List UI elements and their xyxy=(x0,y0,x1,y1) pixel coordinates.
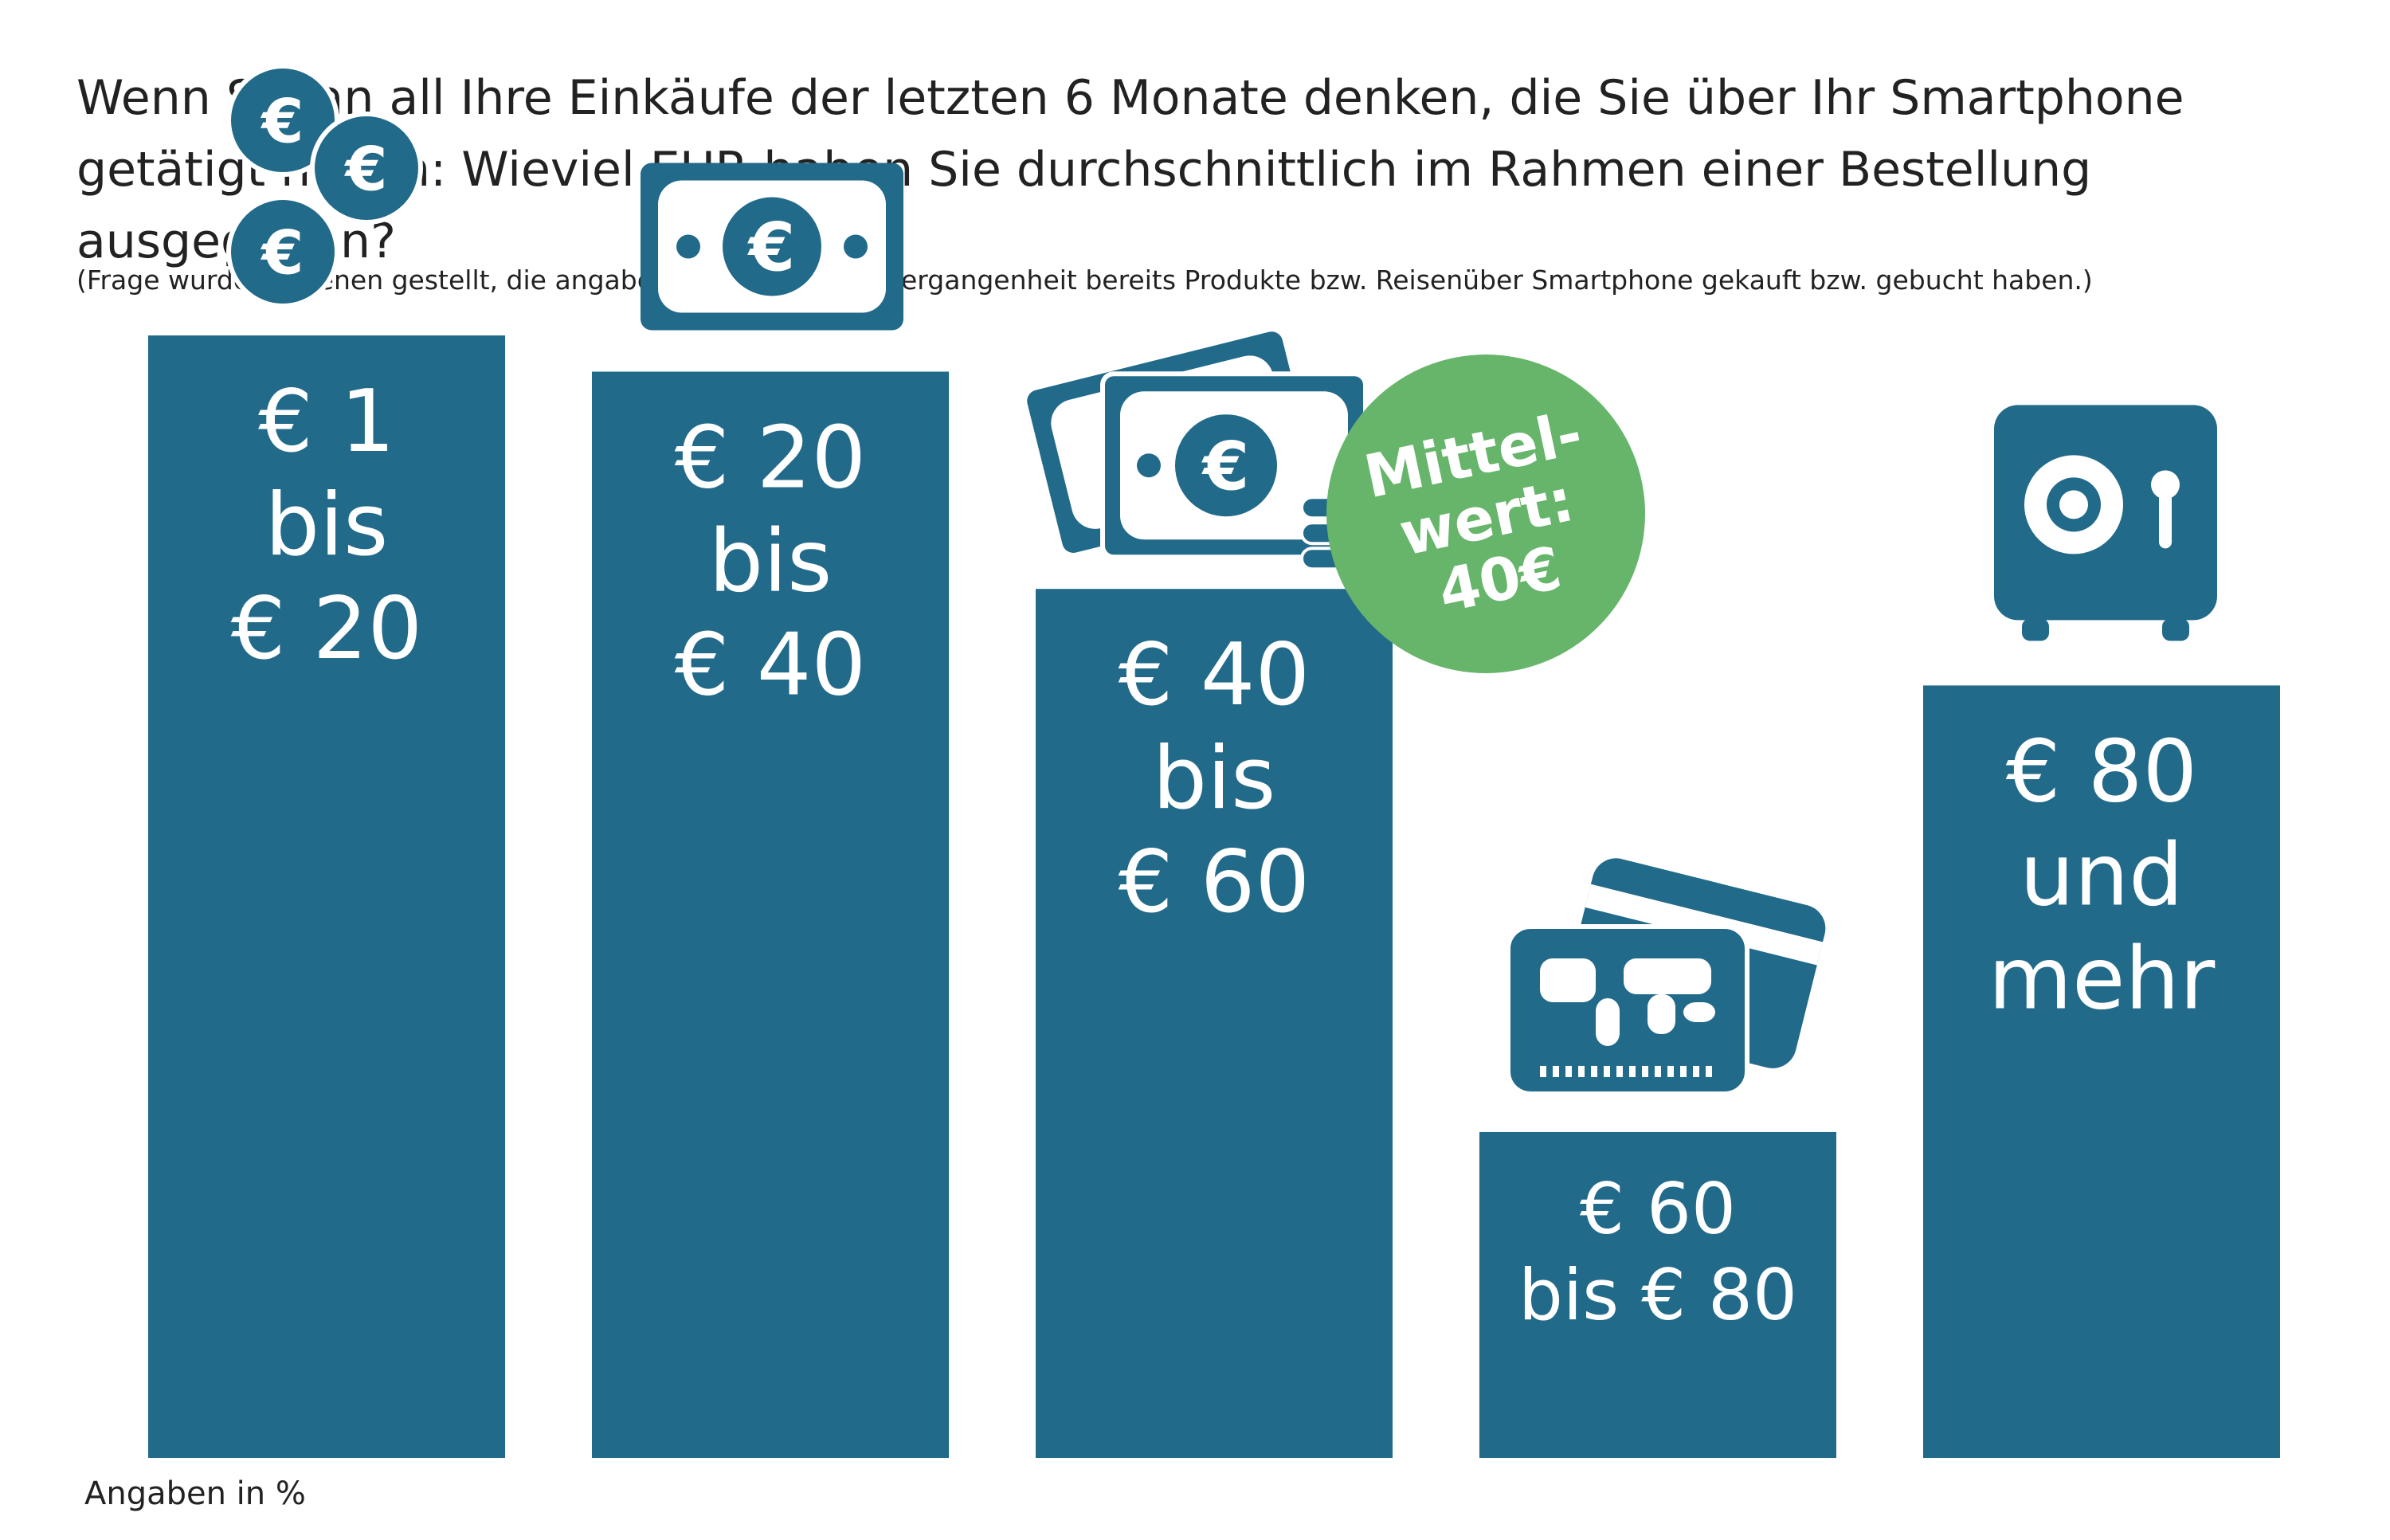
bar-1 xyxy=(148,335,505,1458)
bar-4 xyxy=(1479,1131,1836,1458)
note-dot xyxy=(1137,453,1161,478)
credit-cards-icon xyxy=(1506,858,1826,1096)
bar-label-line: € 20 xyxy=(231,579,422,679)
card-number-dot xyxy=(1655,1065,1661,1077)
card-number-dot xyxy=(1540,1065,1546,1077)
map-landmass xyxy=(1596,997,1620,1046)
card-number-dot xyxy=(1616,1065,1623,1077)
bar-label-line: € 20 xyxy=(675,409,866,508)
bar-label-line: € 60 xyxy=(1580,1168,1736,1250)
safe-handle xyxy=(2159,484,2172,549)
card-number-dot xyxy=(1667,1065,1674,1077)
banknote-icon: € xyxy=(641,163,903,331)
safe-foot xyxy=(2162,618,2189,641)
chart-subtitle: (Frage wurde nur jenen gestellt, die ang… xyxy=(76,265,2093,296)
card-number-dot xyxy=(1629,1065,1636,1077)
card-number-dot xyxy=(1565,1065,1572,1077)
card-number-dot xyxy=(1578,1065,1585,1077)
card-number-dot xyxy=(1591,1065,1597,1077)
safe-dial-hub xyxy=(2059,490,2088,519)
bar-label-line: bis xyxy=(1153,729,1276,829)
bar-label-line: € 60 xyxy=(1119,833,1310,932)
map-landmass xyxy=(1683,1001,1715,1022)
bar-label-line: bis xyxy=(709,512,833,612)
bar-2 xyxy=(592,371,949,1458)
bar-label-line: € 40 xyxy=(675,616,866,715)
mean-badge: Mittel- wert: 40€ xyxy=(1326,355,1645,673)
note-medallion xyxy=(723,197,821,296)
card-number-dot xyxy=(1642,1065,1648,1077)
footnote: Angaben in % xyxy=(84,1475,306,1512)
card-number-dot xyxy=(1680,1065,1687,1077)
bar-3 xyxy=(1036,589,1393,1459)
banknotes-stack-icon: € xyxy=(1027,331,1391,571)
card-number-dot xyxy=(1604,1065,1610,1077)
coin xyxy=(226,195,339,309)
bar-label-line: bis € 80 xyxy=(1518,1254,1797,1336)
card-number-dot xyxy=(1553,1065,1559,1077)
bar-label-line: € 40 xyxy=(1119,625,1310,725)
euro-symbol: € xyxy=(747,209,795,287)
map-landmass xyxy=(1624,958,1711,994)
coins-icon: € € € xyxy=(226,64,423,309)
card-number-dot xyxy=(1706,1065,1712,1077)
euro-symbol: € xyxy=(261,85,304,156)
euro-symbol: € xyxy=(1201,427,1249,505)
safe-foot xyxy=(2022,618,2049,641)
note-medallion xyxy=(1175,414,1277,517)
bar-label-line: und xyxy=(2020,825,2183,925)
bar-label-line: € 1 xyxy=(258,372,395,472)
bar-label-line: bis xyxy=(265,476,389,575)
bar-label-line: mehr xyxy=(1988,929,2216,1029)
note-dot xyxy=(676,234,700,259)
card-number-dot xyxy=(1693,1065,1699,1077)
coin xyxy=(310,112,423,225)
safe-icon xyxy=(1994,405,2217,641)
map-landmass xyxy=(1540,958,1596,1002)
note-dot xyxy=(844,234,868,259)
bar-label-line: € 80 xyxy=(2006,722,2197,821)
euro-symbol: € xyxy=(261,217,304,288)
bar-5 xyxy=(1923,685,2280,1458)
map-landmass xyxy=(1648,993,1675,1034)
euro-symbol: € xyxy=(344,133,388,204)
